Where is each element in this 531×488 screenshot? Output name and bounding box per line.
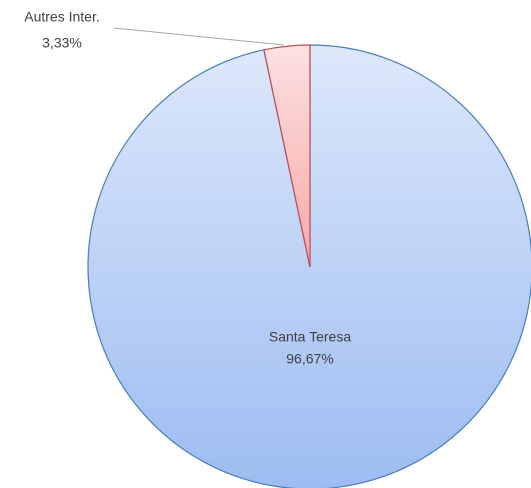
value-label: 3,33% <box>42 35 82 51</box>
category-label: Autres Inter. <box>24 9 99 25</box>
leader-line <box>113 27 285 46</box>
pie-slice <box>263 44 311 268</box>
category-label: Santa Teresa <box>269 329 351 345</box>
value-label: 96,67% <box>286 351 333 367</box>
